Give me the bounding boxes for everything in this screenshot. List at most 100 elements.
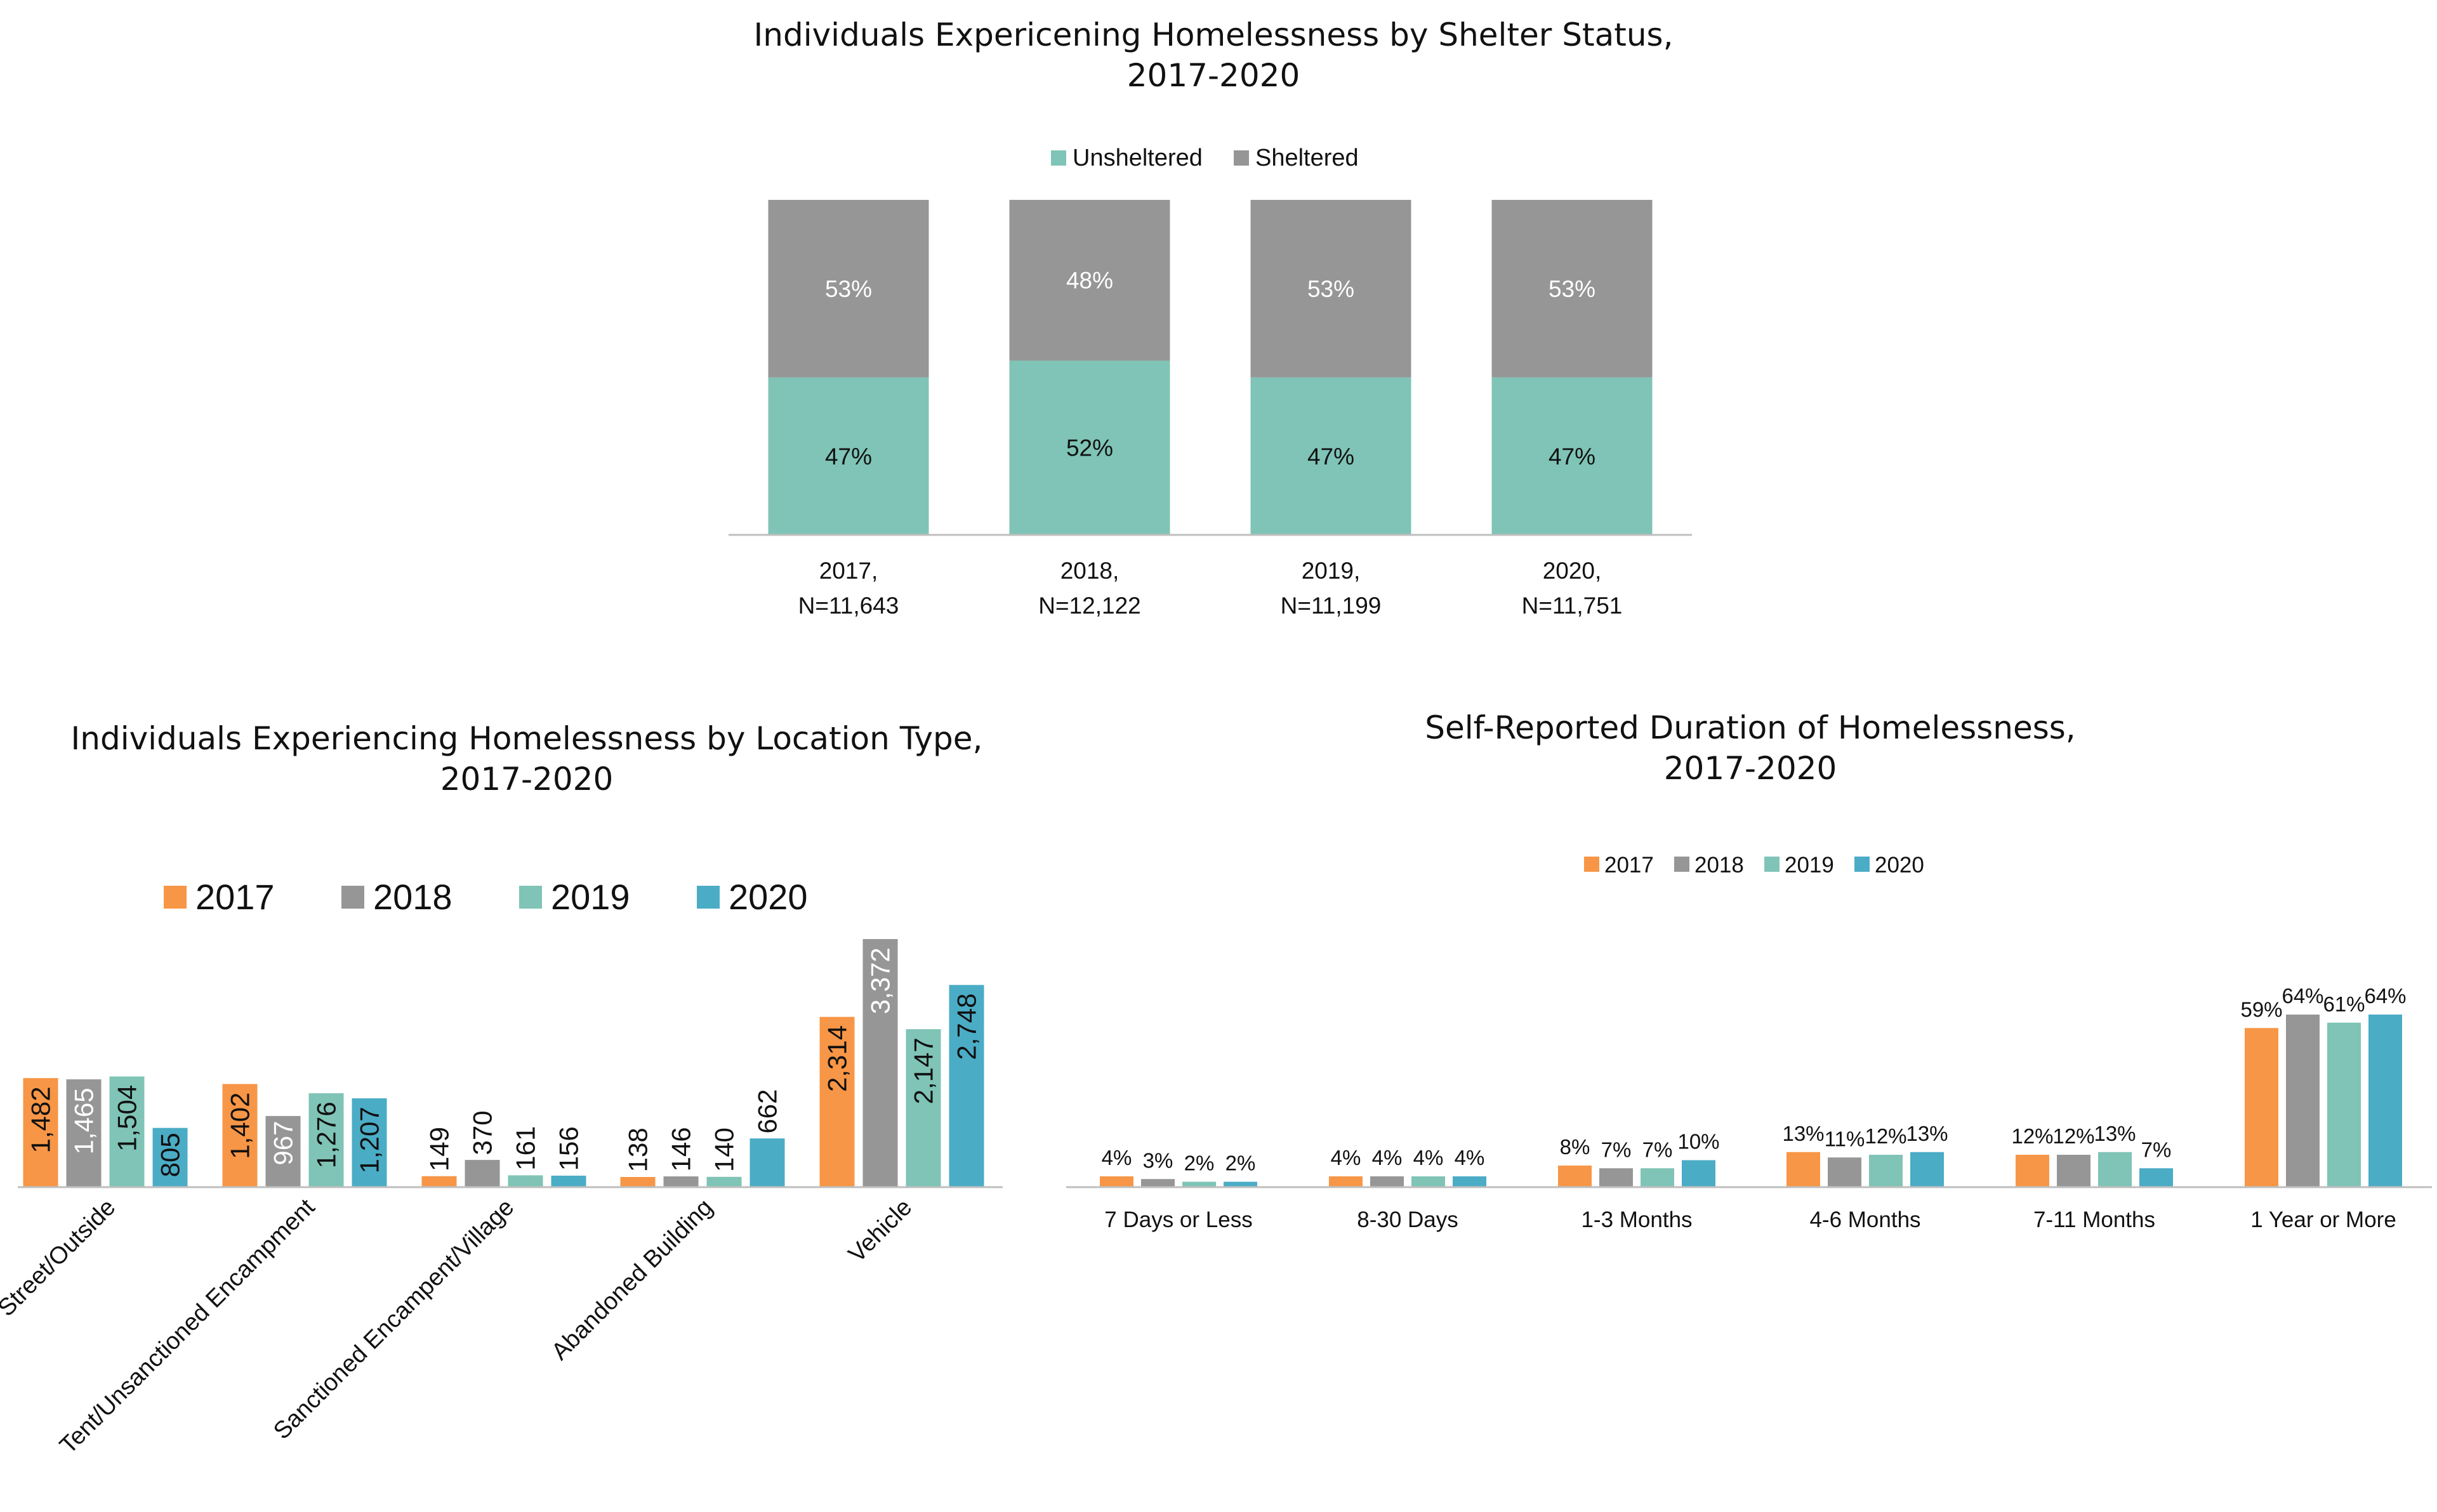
bar-2019-vehicle [906,1029,941,1187]
data-label-2017-sanctioned-encampent-village: 149 [425,1127,454,1171]
legend-label-2018: 2018 [1694,853,1744,878]
x-tick-label-1-3-months: 1-3 Months [1581,1207,1692,1232]
legend-label-unsheltered: Unsheltered [1073,145,1203,171]
x-tick-label-1-1: N=12,122 [1038,593,1141,619]
bar-2020-tent-unsanctioned-encampment [352,1098,387,1187]
bar-2020-abandoned-building [750,1138,785,1187]
legend-swatch-sheltered [1234,150,1249,166]
data-label-2018-7-11-months: 12% [2052,1124,2094,1148]
legend-label-2020: 2020 [1875,853,1924,878]
bar-2018-4-6-months [1828,1157,1861,1187]
bar-2017-4-6-months [1786,1152,1820,1187]
legend-swatch-2018 [1674,857,1689,872]
legend-swatch-2018 [341,886,364,909]
legend-swatch-2017 [164,886,187,909]
legend-swatch-2020 [1854,857,1870,872]
data-label-2020-street-outside: 805 [155,1133,185,1177]
data-label-2019-8-30-days: 4% [1413,1146,1444,1169]
bar-2018-7-11-months [2057,1155,2090,1187]
data-label-2018-sanctioned-encampent-village: 370 [468,1110,498,1155]
x-tick-label-sanctioned-encampent-village: Sanctioned Encampent/Village [268,1194,519,1445]
data-label-2020-vehicle: 2,748 [952,994,982,1060]
data-label-unsheltered-3: 47% [1549,444,1595,470]
legend-label-sheltered: Sheltered [1255,145,1359,171]
data-label-2020-sanctioned-encampent-village: 156 [554,1126,584,1171]
duration-chart-legend: 2017 2018 2019 2020 [1584,853,1924,878]
bar-2018-7-days-or-less [1141,1179,1175,1187]
legend-label-2018: 2018 [373,877,452,917]
data-label-sheltered-3: 53% [1549,276,1595,302]
duration-x-tick-labels: 7 Days or Less 8-30 Days 1-3 Months 4-6 Mon… [1104,1207,2396,1232]
data-label-2019-1-3-months: 7% [1642,1138,1673,1161]
bar-2019-street-outside [109,1076,145,1187]
data-label-2019-sanctioned-encampent-village: 161 [511,1126,541,1171]
bar-2020-vehicle [949,985,984,1187]
bar-2019-1-3-months [1641,1168,1674,1187]
location-chart-legend: 2017 2018 2019 2020 [164,877,808,917]
bar-unsheltered-0 [768,377,929,535]
bar-2018-tent-unsanctioned-encampment [265,1115,301,1187]
data-label-2019-abandoned-building: 140 [710,1127,739,1172]
shelter-x-tick-labels: 2017, N=11,643 2018, N=12,122 2019, N=11,199 2… [798,558,1623,619]
bar-2019-tent-unsanctioned-encampment [308,1093,344,1187]
data-label-2020-1-year-or-more: 64% [2364,984,2406,1008]
bar-unsheltered-2 [1250,377,1411,535]
legend-swatch-2017 [1584,857,1599,872]
data-label-2019-vehicle: 2,147 [909,1037,939,1104]
data-label-2020-7-days-or-less: 2% [1225,1152,1256,1175]
bar-2020-1-year-or-more [2368,1015,2402,1187]
bar-sheltered-3 [1491,200,1653,378]
data-label-sheltered-1: 48% [1066,268,1113,294]
bar-2019-sanctioned-encampent-village [508,1175,543,1187]
legend-swatch-unsheltered [1051,150,1066,166]
data-label-unsheltered-1: 52% [1066,435,1113,461]
data-label-2020-4-6-months: 13% [1906,1122,1948,1145]
data-label-2018-1-3-months: 7% [1601,1138,1632,1161]
bar-2019-1-year-or-more [2327,1022,2361,1187]
legend-label-2017: 2017 [195,877,275,917]
data-label-2020-7-11-months: 7% [2141,1138,2172,1161]
location-chart-title: Individuals Experiencing Homelessness by… [71,720,983,757]
data-label-2019-7-days-or-less: 2% [1184,1152,1215,1175]
data-label-2017-1-3-months: 8% [1560,1135,1590,1159]
x-tick-label-vehicle: Vehicle [843,1194,917,1268]
data-label-2019-tent-unsanctioned-encampment: 1,276 [312,1101,341,1168]
bar-2020-1-3-months [1682,1160,1715,1187]
legend-swatch-2019 [1764,857,1780,872]
data-label-unsheltered-2: 47% [1307,444,1354,470]
bar-unsheltered-1 [1009,360,1170,535]
data-label-2018-street-outside: 1,465 [69,1088,99,1154]
data-label-2019-7-11-months: 13% [2094,1122,2136,1145]
bar-2017-vehicle [819,1016,855,1187]
data-label-2017-8-30-days: 4% [1331,1146,1361,1169]
data-label-2017-4-6-months: 13% [1782,1122,1824,1145]
bar-2020-8-30-days [1453,1176,1486,1187]
data-label-2020-1-3-months: 10% [1677,1130,1719,1154]
shelter-chart-title: Individuals Expericening Homelessness by… [754,16,1674,53]
bar-2018-8-30-days [1370,1176,1404,1187]
x-tick-label-2-0: 2019, [1302,558,1361,584]
x-tick-label-8-30-days: 8-30 Days [1357,1207,1458,1232]
data-label-unsheltered-0: 47% [825,444,872,470]
shelter-chart-subtitle: 2017-2020 [1127,57,1300,94]
legend-label-2017: 2017 [1604,853,1654,878]
duration-chart: Self-Reported Duration of Homelessness, … [1066,709,2432,1232]
data-label-2018-1-year-or-more: 64% [2282,984,2323,1008]
bar-2019-8-30-days [1411,1176,1445,1187]
bar-2020-4-6-months [1910,1152,1944,1187]
bar-2017-tent-unsanctioned-encampment [222,1084,258,1187]
bar-2017-street-outside [23,1078,58,1187]
data-label-2019-4-6-months: 12% [1865,1124,1906,1148]
bar-2017-7-11-months [2016,1155,2049,1187]
x-tick-label-4-6-months: 4-6 Months [1809,1207,1920,1232]
bar-2019-7-days-or-less [1182,1181,1216,1187]
x-tick-label-1-0: 2018, [1060,558,1119,584]
bar-2018-abandoned-building [663,1176,699,1187]
x-tick-label-0-0: 2017, [819,558,878,584]
legend-swatch-2019 [519,886,542,909]
x-tick-label-3-0: 2020, [1543,558,1602,584]
data-label-2020-tent-unsanctioned-encampment: 1,207 [355,1107,385,1173]
duration-chart-title: Self-Reported Duration of Homelessness, [1425,709,2075,746]
bar-2017-sanctioned-encampent-village [421,1176,457,1187]
x-tick-label-2-1: N=11,199 [1281,593,1382,619]
